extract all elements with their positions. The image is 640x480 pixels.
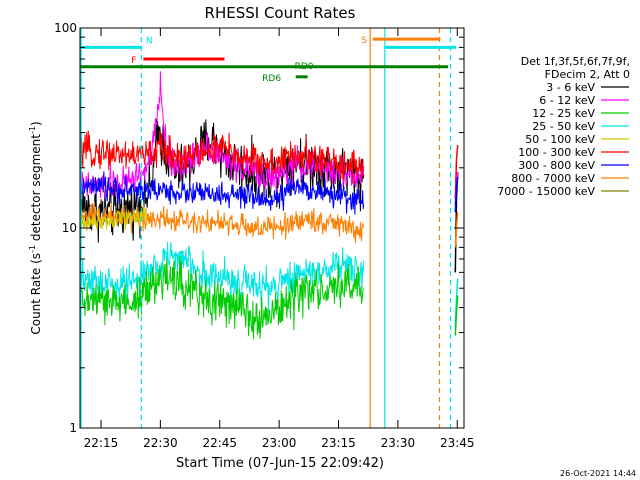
x-tick-label: 23:45 <box>440 436 475 450</box>
series-line <box>79 130 364 184</box>
flag-label: RD6 <box>262 74 281 84</box>
series-line <box>79 255 365 340</box>
chart-title: RHESSI Count Rates <box>205 4 356 22</box>
legend-label: 12 - 25 keV <box>532 107 595 120</box>
x-tick-label: 23:15 <box>321 436 356 450</box>
series-line <box>79 202 365 244</box>
legend-header-2: FDecim 2, Att 0 <box>545 68 630 81</box>
y-label-sup2: -1 <box>28 126 37 134</box>
y-axis-label: Count Rate (s-1 detector segment-1) <box>28 121 43 334</box>
y-tick-label: 1 <box>69 421 77 435</box>
y-label-main: Count Rate (s <box>29 253 43 335</box>
series-line <box>79 205 148 231</box>
legend-label: 3 - 6 keV <box>546 81 595 94</box>
series-line-return <box>454 176 459 213</box>
legend-label: 25 - 50 keV <box>532 120 595 133</box>
x-tick-label: 23:00 <box>262 436 297 450</box>
y-tick-label: 10 <box>62 221 77 235</box>
legend-label: 300 - 800 keV <box>518 159 595 172</box>
timestamp: 26-Oct-2021 14:44 <box>560 469 636 478</box>
axis-ticks: 22:15 22:30 22:45 23:00 23:15 23:30 23:45 1 10 10… <box>54 21 474 450</box>
x-tick-label: 22:30 <box>143 436 178 450</box>
series-line-return <box>454 295 459 336</box>
legend-label: 100 - 300 keV <box>518 146 595 159</box>
flag-label: F <box>131 56 136 66</box>
y-label-end: ) <box>29 121 43 126</box>
flag-bars: NF S RD0 RD6 <box>80 36 457 84</box>
y-label-middle: detector segment <box>29 134 43 245</box>
y-label-sup: -1 <box>28 245 37 253</box>
legend-label: 6 - 12 keV <box>539 94 595 107</box>
series-curves <box>79 71 459 340</box>
flag-label: S <box>361 36 367 46</box>
x-axis-label: Start Time (07-Jun-15 22:09:42) <box>176 456 384 471</box>
legend-header-1: Det 1f,3f,5f,6f,7f,9f, <box>521 55 630 68</box>
flag-label: RD0 <box>295 62 314 72</box>
x-tick-label: 23:30 <box>381 436 416 450</box>
legend-label: 7000 - 15000 keV <box>497 185 595 198</box>
legend: Det 1f,3f,5f,6f,7f,9f, FDecim 2, Att 0 3… <box>497 55 630 198</box>
flag-label: N <box>146 36 153 46</box>
series-line <box>79 171 365 215</box>
legend-label: 50 - 100 keV <box>525 133 595 146</box>
y-tick-label: 100 <box>54 21 77 35</box>
x-tick-label: 22:15 <box>84 436 119 450</box>
x-tick-label: 22:45 <box>202 436 237 450</box>
legend-label: 800 - 7000 keV <box>511 172 595 185</box>
